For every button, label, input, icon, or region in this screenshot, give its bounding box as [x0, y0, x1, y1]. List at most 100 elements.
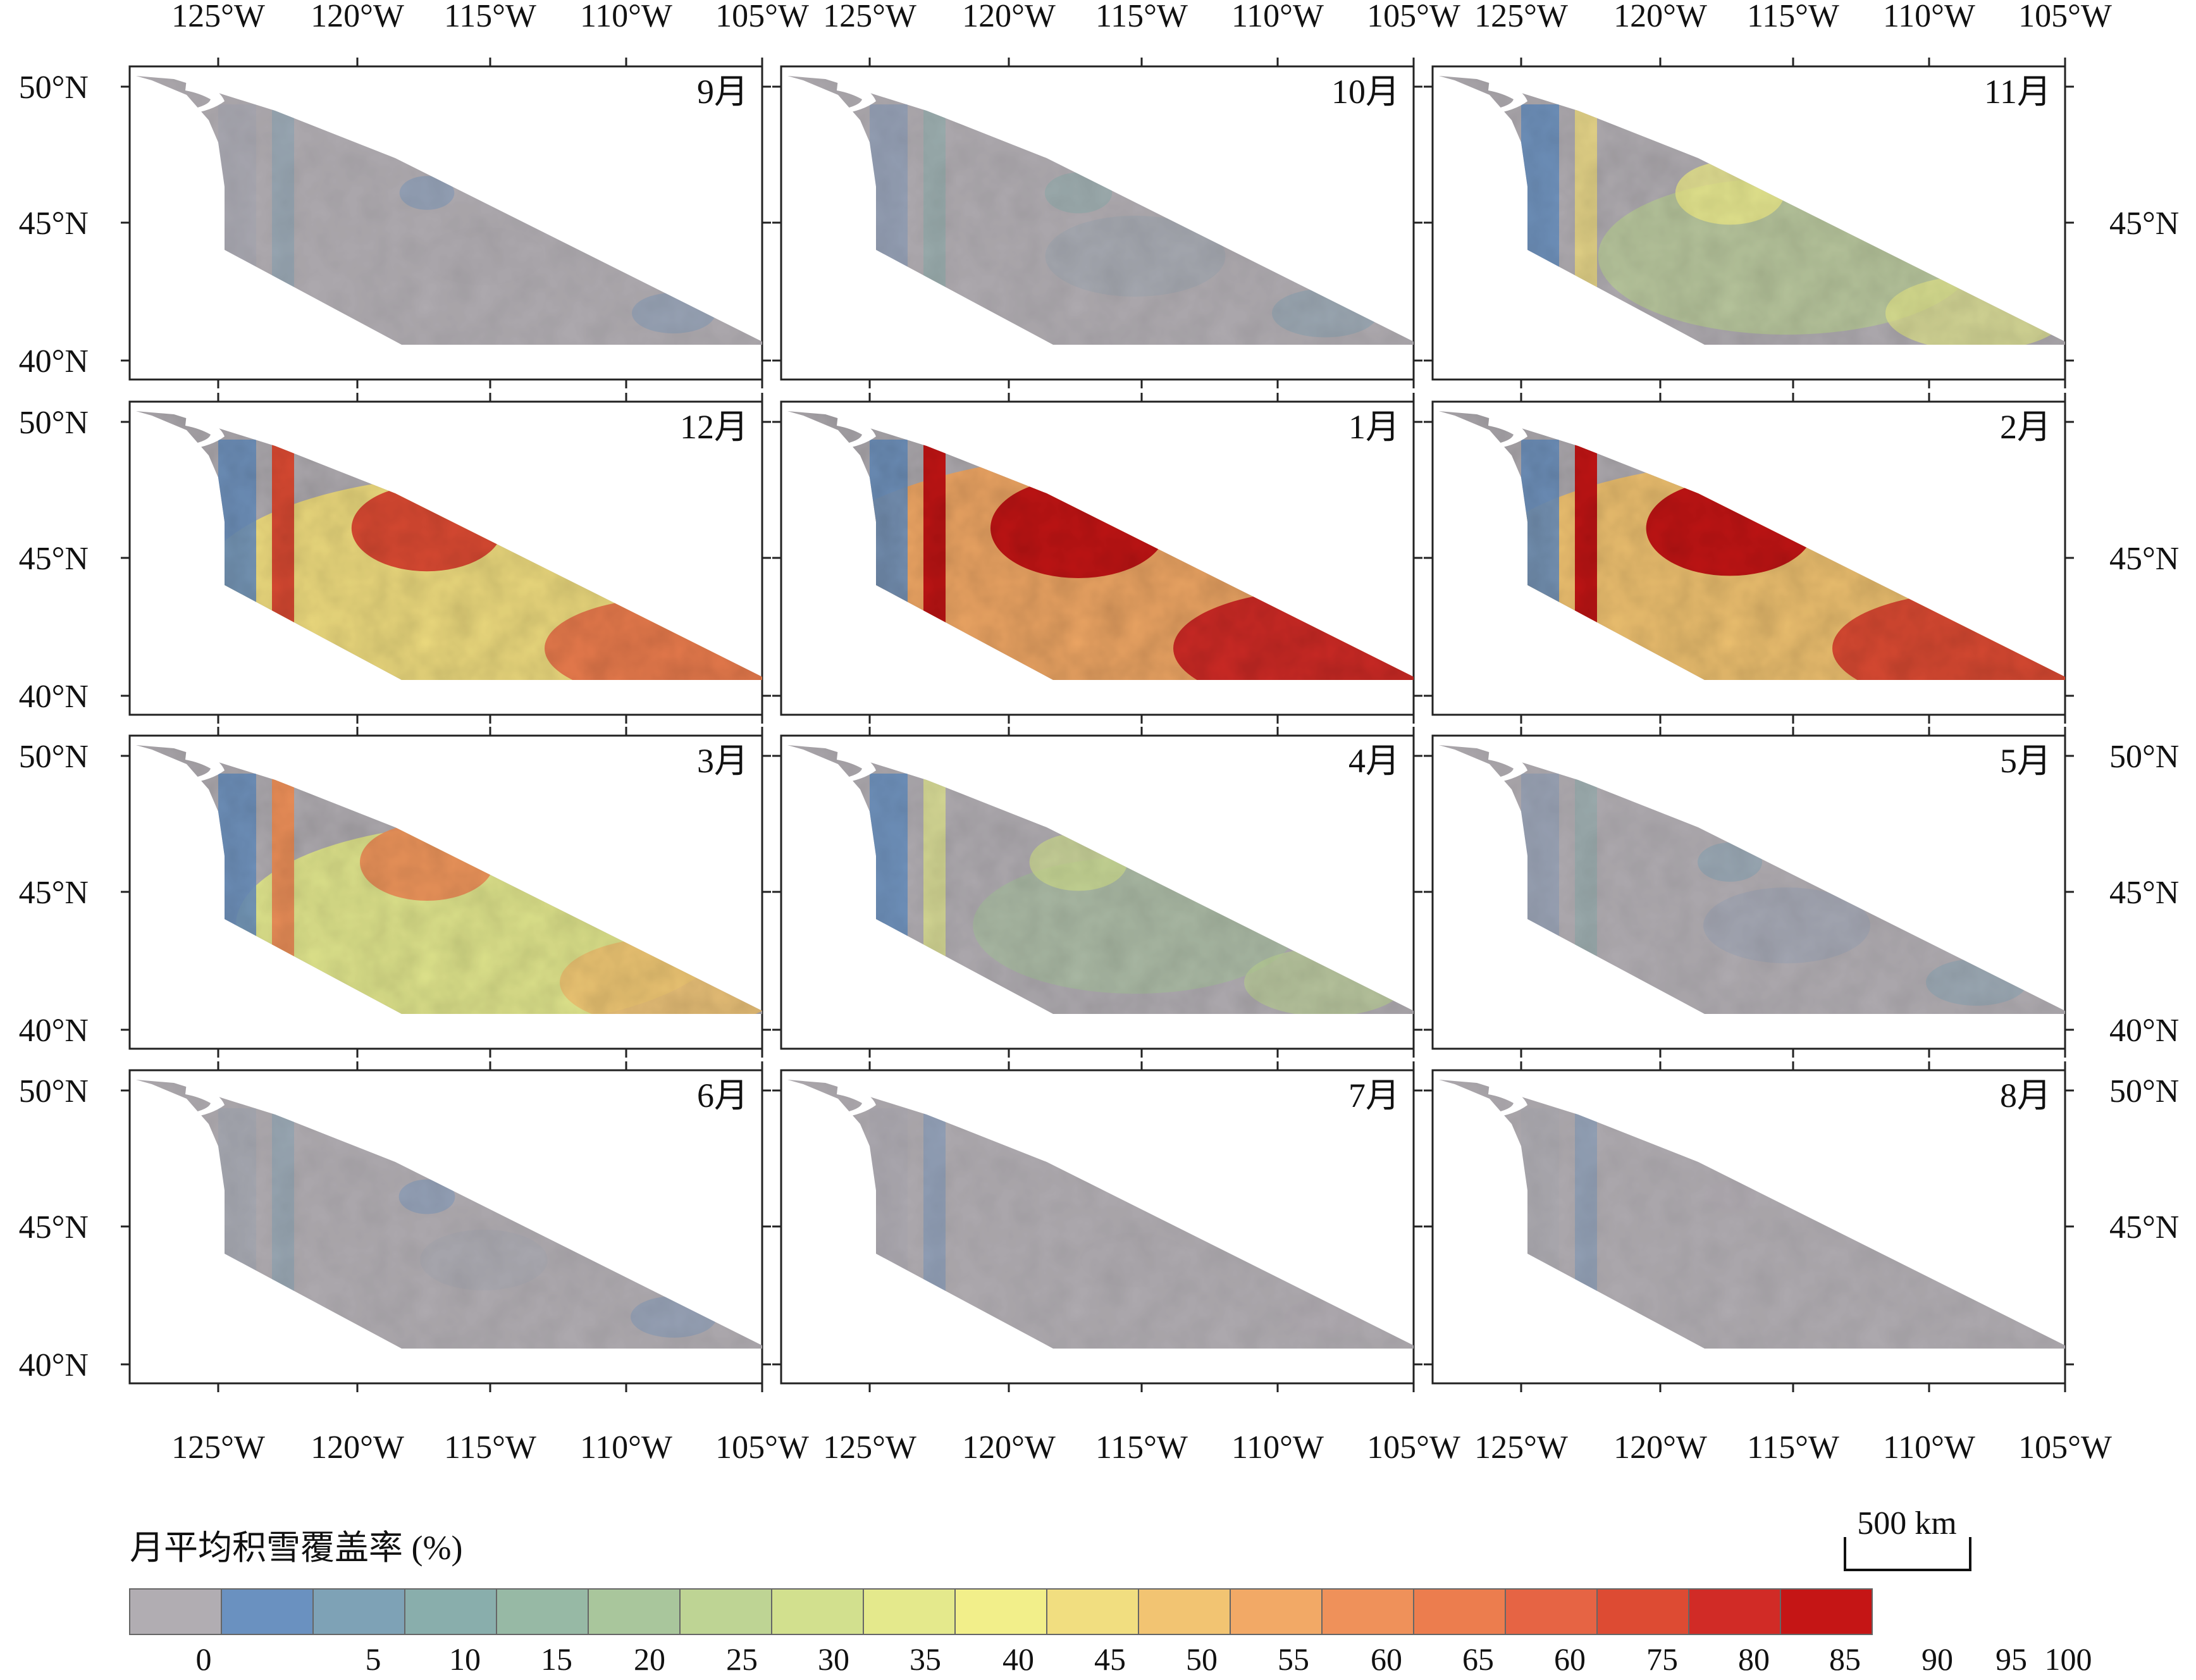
lon-tick-label: 125°W — [171, 1430, 265, 1466]
lon-tick-label: 105°W — [715, 0, 809, 34]
legend-swatch — [863, 1588, 956, 1635]
lat-tick-label: 45°N — [19, 875, 89, 911]
legend-swatch — [1138, 1588, 1231, 1635]
legend-tick-label: 0 — [196, 1641, 212, 1677]
lat-tick-label: 50°N — [19, 405, 89, 441]
puget-sound — [837, 79, 876, 114]
map-panel: 4月 — [772, 727, 1422, 1058]
legend-swatch — [1688, 1588, 1781, 1635]
panel-ticks — [1424, 393, 2074, 724]
legend-tick-label: 90 — [1922, 1641, 1953, 1677]
lat-tick-label: 45°N — [2109, 541, 2179, 577]
lon-tick-label: 110°W — [1231, 0, 1324, 34]
map-panel: 2月 — [1424, 393, 2074, 724]
puget-sound — [1488, 79, 1527, 114]
lon-tick-label: 110°W — [1883, 1430, 1975, 1466]
legend-tick-label: 55 — [1278, 1641, 1309, 1677]
puget-sound — [185, 414, 225, 449]
legend-tick-label: 50 — [1186, 1641, 1218, 1677]
legend-tick-label: 60 — [1371, 1641, 1402, 1677]
lon-tick-label: 120°W — [311, 0, 404, 34]
puget-sound — [837, 1083, 876, 1118]
legend-title: 月平均积雪覆盖率 (%) — [130, 1529, 462, 1567]
puget-sound — [1488, 414, 1527, 449]
month-label: 7月 — [1348, 1077, 1400, 1115]
lon-tick-label: 125°W — [171, 0, 265, 34]
panel-ticks — [772, 1061, 1422, 1392]
lon-tick-label: 115°W — [1747, 1430, 1839, 1466]
lat-tick-label: 45°N — [19, 541, 89, 577]
month-label: 1月 — [1348, 408, 1400, 446]
map-panel: 11月 — [1424, 58, 2074, 388]
month-label: 6月 — [697, 1077, 748, 1115]
scale-bar-line — [1844, 1537, 1971, 1571]
lon-tick-label: 120°W — [311, 1430, 404, 1466]
panel-ticks — [1424, 727, 2074, 1058]
panel-ticks — [121, 1061, 771, 1392]
legend-tick-label: 100 — [2045, 1641, 2092, 1677]
legend-tick-label: 65 — [1462, 1641, 1494, 1677]
lon-tick-label: 105°W — [2018, 0, 2112, 34]
legend-swatch — [404, 1588, 497, 1635]
panel-ticks — [772, 393, 1422, 724]
map-panel: 10月 — [772, 58, 1422, 388]
legend-swatch — [1780, 1588, 1873, 1635]
monthly-map-panels: 9月 10月 11月 12月 1月 2月 3月 4月 5月 6月 7月 8月 — [121, 58, 2074, 1392]
lat-tick-label: 45°N — [19, 1209, 89, 1245]
legend-swatch — [1321, 1588, 1414, 1635]
panel-ticks — [1424, 1061, 2074, 1392]
legend-swatch — [954, 1588, 1047, 1635]
puget-sound — [1488, 1083, 1527, 1118]
month-label: 3月 — [697, 742, 748, 780]
legend-tick-label: 35 — [910, 1641, 941, 1677]
puget-sound — [185, 79, 225, 114]
map-panel: 9月 — [121, 58, 771, 388]
legend-swatch — [129, 1588, 222, 1635]
legend-tick-label: 15 — [541, 1641, 572, 1677]
lat-tick-label: 40°N — [19, 1013, 89, 1049]
month-label: 4月 — [1348, 742, 1400, 780]
legend-tick-label: 30 — [818, 1641, 849, 1677]
map-panel: 1月 — [772, 393, 1422, 724]
legend-tick-label: 5 — [366, 1641, 381, 1677]
legend-tick-label: 40 — [1002, 1641, 1034, 1677]
lat-tick-label: 45°N — [19, 206, 89, 242]
legend-swatch — [1046, 1588, 1139, 1635]
legend-swatch — [1230, 1588, 1323, 1635]
legend-tick-label: 80 — [1738, 1641, 1770, 1677]
lat-tick-label: 40°N — [19, 679, 89, 715]
legend-tick-label: 75 — [1646, 1641, 1678, 1677]
legend-tick-label: 45 — [1094, 1641, 1126, 1677]
legend-tick-label: 60 — [1554, 1641, 1586, 1677]
puget-sound — [1488, 748, 1527, 783]
legend-swatch — [1413, 1588, 1506, 1635]
legend: 月平均积雪覆盖率 (%) 0 5 10 15 20 25 30 35 40 45 50 55 60 65 60… — [129, 1529, 2092, 1677]
lon-tick-label: 120°W — [962, 1430, 1056, 1466]
legend-swatch — [1596, 1588, 1689, 1635]
lat-tick-label: 40°N — [2109, 1013, 2179, 1049]
lon-tick-label: 110°W — [580, 0, 672, 34]
month-label: 11月 — [1984, 73, 2051, 111]
scale-bar-label: 500 km — [1857, 1505, 1956, 1541]
lat-tick-label: 45°N — [2109, 875, 2179, 911]
month-label: 8月 — [2000, 1077, 2051, 1115]
panel-ticks — [772, 58, 1422, 388]
puget-sound — [837, 748, 876, 783]
lon-tick-label: 110°W — [1231, 1430, 1324, 1466]
lon-tick-label: 105°W — [1367, 1430, 1460, 1466]
lat-tick-label: 40°N — [19, 343, 89, 380]
puget-sound — [837, 414, 876, 449]
month-label: 2月 — [2000, 408, 2051, 446]
lat-tick-label: 40°N — [19, 1347, 89, 1383]
panel-ticks — [121, 393, 771, 724]
lon-tick-label: 115°W — [444, 0, 536, 34]
legend-swatch — [221, 1588, 314, 1635]
lon-tick-label: 125°W — [823, 0, 916, 34]
map-panel: 12月 — [121, 393, 771, 724]
lon-tick-label: 115°W — [1747, 0, 1839, 34]
map-panel: 5月 — [1424, 727, 2074, 1058]
legend-tick-label: 25 — [726, 1641, 758, 1677]
panel-ticks — [772, 727, 1422, 1058]
lon-tick-label: 120°W — [1613, 0, 1707, 34]
